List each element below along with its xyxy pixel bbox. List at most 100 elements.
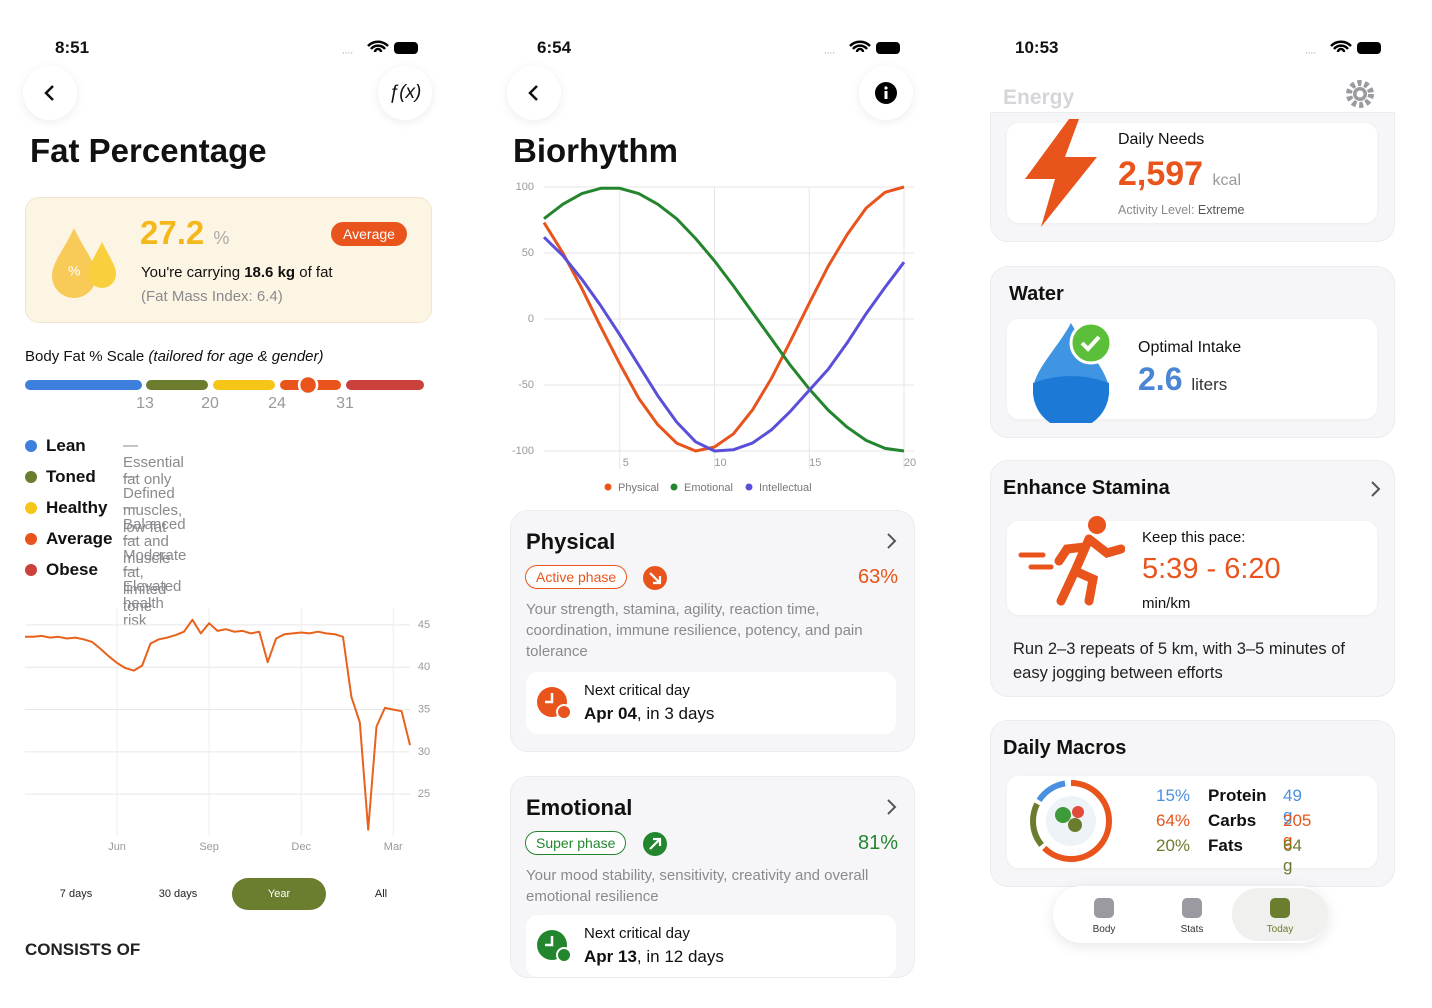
svg-text:....: .... xyxy=(342,46,353,57)
period-selector: 7 days 30 days Year All xyxy=(25,876,435,912)
legend-label: Intellectual xyxy=(759,482,812,494)
macros-box xyxy=(1007,776,1377,868)
phase-badge: Super phase xyxy=(525,831,627,855)
runner-icon xyxy=(1018,516,1125,606)
x-tick-label: 5 xyxy=(623,457,629,469)
y-tick-label: 0 xyxy=(528,313,534,325)
info-button[interactable] xyxy=(859,66,913,120)
fat-icon: % xyxy=(52,228,116,298)
lightning-icon xyxy=(1025,119,1097,227)
critical-date-line: Apr 13, in 12 days xyxy=(584,947,724,967)
tab-label[interactable]: Stats xyxy=(1180,924,1204,935)
data-line xyxy=(25,618,411,831)
x-tick-label: 10 xyxy=(714,457,726,469)
water-unit: liters xyxy=(1191,375,1228,394)
water-title: Water xyxy=(1009,283,1064,305)
legend-name: Obese xyxy=(46,560,98,579)
carrying-suffix: of fat xyxy=(299,264,333,281)
clock-alert xyxy=(556,947,572,963)
scale-tick-label: 24 xyxy=(268,395,286,412)
period-button[interactable]: 30 days xyxy=(158,888,198,900)
clock-hands xyxy=(545,936,554,947)
pace-unit: min/km xyxy=(1142,595,1191,612)
scale-tick-label: 13 xyxy=(136,395,154,412)
critical-date-line: Apr 04, in 3 days xyxy=(584,704,714,724)
y-tick-label: -100 xyxy=(512,445,534,457)
fat-unit: % xyxy=(213,228,230,248)
trend-arrow xyxy=(649,572,662,585)
chevron xyxy=(1371,481,1381,497)
macros-card: Daily Macros xyxy=(990,720,1395,887)
phase-badge: Active phase xyxy=(525,565,628,589)
legend-label: Emotional xyxy=(684,482,733,494)
pace-box: Keep this pace: 5:39 - 6:20 min/km xyxy=(1007,516,1377,615)
legend-dot xyxy=(670,483,678,491)
trend-icon xyxy=(643,566,667,590)
carrying-prefix: You're carrying xyxy=(141,264,241,281)
y-tick-label: 30 xyxy=(418,746,430,758)
y-tick-label: 40 xyxy=(418,661,430,673)
svg-text:....: .... xyxy=(824,46,835,57)
critical-in: , in 12 days xyxy=(636,947,724,966)
y-tick-label: 35 xyxy=(418,703,430,715)
clock-icon xyxy=(537,687,572,720)
data-line xyxy=(543,186,905,453)
cycle-title: Physical xyxy=(526,529,616,554)
macros-title: Daily Macros xyxy=(1003,737,1127,759)
cycle-description: Your strength, stamina, agility, reactio… xyxy=(526,601,863,660)
macro-amount: 64 g xyxy=(1283,836,1302,875)
y-tick-label: 45 xyxy=(418,619,430,631)
cycle-card[interactable]: Physical Active phase 63% Your strength, st… xyxy=(510,510,915,752)
tab-icon[interactable] xyxy=(1094,898,1114,918)
formula-button[interactable]: ƒ(x) xyxy=(378,66,432,120)
status-icons: .... xyxy=(1305,40,1381,57)
pace-value: 5:39 - 6:20 xyxy=(1142,553,1281,585)
fat-value: 27.2 xyxy=(140,214,205,251)
cycle-card[interactable]: Emotional Super phase 81% Your mood stabili… xyxy=(510,776,915,978)
clock-alert xyxy=(556,704,572,720)
x-tick-label: Sep xyxy=(199,841,219,853)
x-tick-label: Mar xyxy=(384,841,403,853)
status-icons: .... xyxy=(824,40,900,57)
scale-tick-label: 20 xyxy=(201,395,219,412)
x-tick-label: 15 xyxy=(809,457,821,469)
macro-amount: 205 g xyxy=(1283,811,1312,850)
period-button[interactable]: All xyxy=(374,888,388,900)
y-tick-label: 25 xyxy=(418,788,430,800)
trend-arrow xyxy=(649,837,662,850)
chevron-path xyxy=(887,799,897,815)
back-button[interactable] xyxy=(507,66,561,120)
critical-in: , in 3 days xyxy=(636,704,715,723)
kcal-unit: kcal xyxy=(1212,172,1241,189)
legend-name: Average xyxy=(46,529,113,548)
scale-label: Body Fat % Scale xyxy=(25,348,145,365)
tab-icon[interactable] xyxy=(1270,898,1290,918)
kcal-value: 2,597 xyxy=(1118,155,1204,193)
tab-icon[interactable] xyxy=(1182,898,1202,918)
critical-label: Next critical day xyxy=(584,682,690,699)
y-tick-label: -50 xyxy=(518,379,534,391)
legend-dot xyxy=(25,502,37,514)
page-title: Biorhythm xyxy=(513,132,678,169)
data-line xyxy=(542,185,905,453)
chevron-path xyxy=(887,533,897,549)
back-button[interactable] xyxy=(23,66,77,120)
tab-label[interactable]: Today xyxy=(1266,924,1294,935)
period-button[interactable]: 7 days xyxy=(59,888,93,900)
legend-description: — Balanced fat and muscle xyxy=(123,499,186,567)
settings-button[interactable] xyxy=(1345,79,1375,109)
period-button[interactable]: Year xyxy=(232,878,326,910)
legend-dot xyxy=(25,471,37,483)
cycle-description: Your mood stability, sensitivity, creati… xyxy=(526,867,869,905)
critical-day-box: Next critical day Apr 13, in 12 days xyxy=(526,915,896,977)
trend-icon xyxy=(643,832,667,856)
legend-dot xyxy=(25,440,37,452)
water-value: 2.6 xyxy=(1138,361,1183,397)
tab-label[interactable]: Body xyxy=(1092,924,1116,935)
energy-card: Daily Needs 2,597 kcal Activity Level: E… xyxy=(990,112,1395,242)
macro-name: Fats xyxy=(1208,836,1243,855)
stamina-card[interactable]: Enhance Stamina Keep this pace: 5:39 - 6… xyxy=(990,460,1395,697)
critical-day-box: Next critical day Apr 04, in 3 days xyxy=(526,672,896,734)
macro-name: Protein xyxy=(1208,786,1267,805)
